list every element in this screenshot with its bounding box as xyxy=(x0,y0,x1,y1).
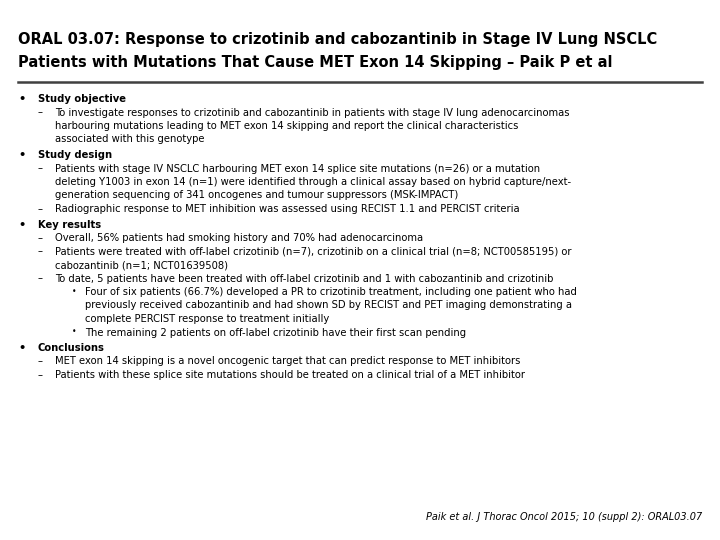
Text: Study design: Study design xyxy=(38,150,112,160)
Text: –: – xyxy=(38,246,43,256)
Text: Conclusions: Conclusions xyxy=(38,343,105,353)
Text: deleting Y1003 in exon 14 (n=1) were identified through a clinical assay based o: deleting Y1003 in exon 14 (n=1) were ide… xyxy=(55,177,571,187)
Text: Four of six patients (66.7%) developed a PR to crizotinib treatment, including o: Four of six patients (66.7%) developed a… xyxy=(85,287,577,297)
Text: MET exon 14 skipping is a novel oncogenic target that can predict response to ME: MET exon 14 skipping is a novel oncogeni… xyxy=(55,356,521,367)
Text: Radiographic response to MET inhibition was assessed using RECIST 1.1 and PERCIS: Radiographic response to MET inhibition … xyxy=(55,204,520,214)
Text: The remaining 2 patients on off-label crizotinib have their first scan pending: The remaining 2 patients on off-label cr… xyxy=(85,327,466,338)
Text: generation sequencing of 341 oncogenes and tumour suppressors (MSK-IMPACT): generation sequencing of 341 oncogenes a… xyxy=(55,191,458,200)
Text: To investigate responses to crizotinib and cabozantinib in patients with stage I: To investigate responses to crizotinib a… xyxy=(55,107,570,118)
Text: –: – xyxy=(38,204,43,214)
Text: •: • xyxy=(18,219,25,230)
Text: •: • xyxy=(18,94,25,104)
Text: To date, 5 patients have been treated with off-label crizotinib and 1 with caboz: To date, 5 patients have been treated wi… xyxy=(55,273,554,284)
Text: –: – xyxy=(38,370,43,380)
Text: –: – xyxy=(38,356,43,367)
Text: •: • xyxy=(18,343,25,353)
Text: Paik et al. J Thorac Oncol 2015; 10 (suppl 2): ORAL03.07: Paik et al. J Thorac Oncol 2015; 10 (sup… xyxy=(426,512,702,522)
Text: Study objective: Study objective xyxy=(38,94,126,104)
Text: •: • xyxy=(72,327,76,336)
Text: harbouring mutations leading to MET exon 14 skipping and report the clinical cha: harbouring mutations leading to MET exon… xyxy=(55,121,518,131)
Text: –: – xyxy=(38,164,43,173)
Text: previously received cabozantinib and had shown SD by RECIST and PET imaging demo: previously received cabozantinib and had… xyxy=(85,300,572,310)
Text: ORAL 03.07: Response to crizotinib and cabozantinib in Stage IV Lung NSCLC: ORAL 03.07: Response to crizotinib and c… xyxy=(18,32,657,47)
Text: complete PERCIST response to treatment initially: complete PERCIST response to treatment i… xyxy=(85,314,329,324)
Text: Patients were treated with off-label crizotinib (n=7), crizotinib on a clinical : Patients were treated with off-label cri… xyxy=(55,246,572,256)
Text: associated with this genotype: associated with this genotype xyxy=(55,134,204,145)
Text: •: • xyxy=(72,287,76,296)
Text: •: • xyxy=(18,150,25,160)
Text: –: – xyxy=(38,107,43,118)
Text: –: – xyxy=(38,233,43,243)
Text: –: – xyxy=(38,273,43,284)
Text: Patients with stage IV NSCLC harbouring MET exon 14 splice site mutations (n=26): Patients with stage IV NSCLC harbouring … xyxy=(55,164,540,173)
Text: Patients with Mutations That Cause MET Exon 14 Skipping – Paik P et al: Patients with Mutations That Cause MET E… xyxy=(18,55,613,70)
Text: Overall, 56% patients had smoking history and 70% had adenocarcinoma: Overall, 56% patients had smoking histor… xyxy=(55,233,423,243)
Text: Patients with these splice site mutations should be treated on a clinical trial : Patients with these splice site mutation… xyxy=(55,370,525,380)
Text: cabozantinib (n=1; NCT01639508): cabozantinib (n=1; NCT01639508) xyxy=(55,260,228,270)
Text: Key results: Key results xyxy=(38,219,101,230)
